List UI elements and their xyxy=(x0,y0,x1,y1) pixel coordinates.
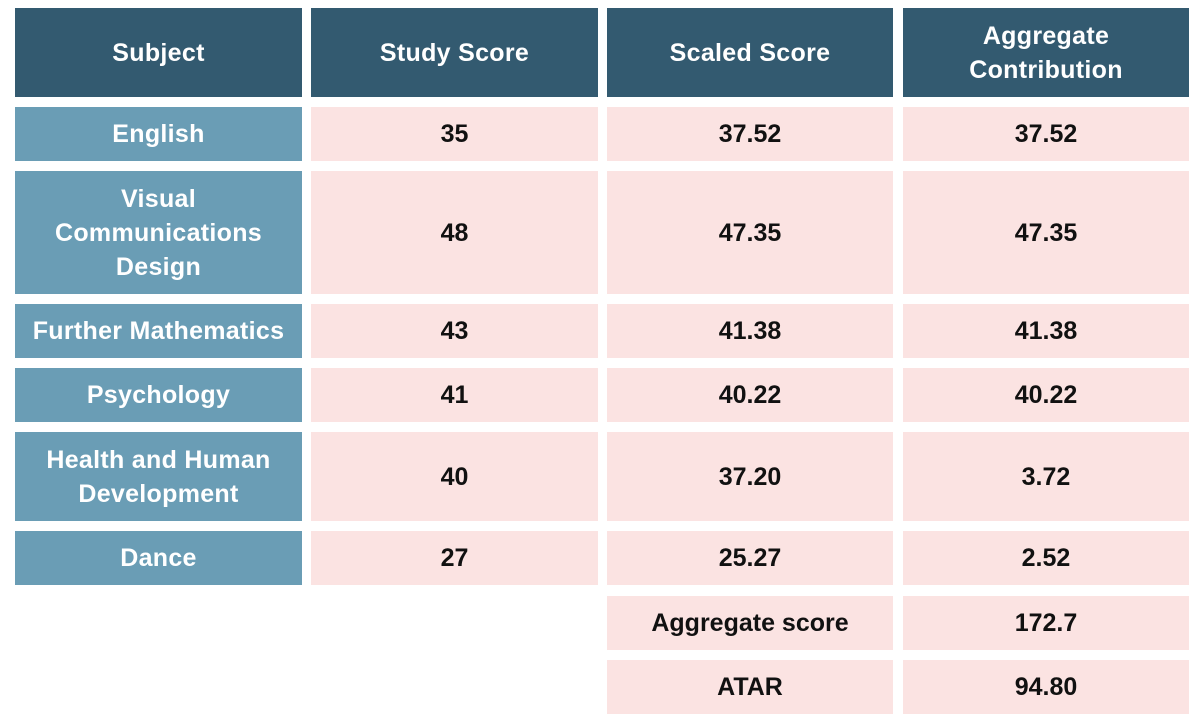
header-subject: Subject xyxy=(15,8,302,97)
aggregate-score-value: 172.7 xyxy=(903,596,1189,650)
subject-cell: Health and Human Development xyxy=(15,432,302,521)
aggregate-contribution-cell: 47.35 xyxy=(903,171,1189,294)
study-score-cell: 40 xyxy=(311,432,598,521)
aggregate-contribution-cell: 2.52 xyxy=(903,531,1189,585)
subject-cell: Dance xyxy=(15,531,302,585)
aggregate-contribution-cell: 3.72 xyxy=(903,432,1189,521)
header-aggregate-contribution: Aggregate Contribution xyxy=(903,8,1189,97)
subject-cell: Visual Communications Design xyxy=(15,171,302,294)
study-score-cell: 43 xyxy=(311,304,598,358)
scaled-score-cell: 37.52 xyxy=(607,107,893,161)
subject-cell: Further Mathematics xyxy=(15,304,302,358)
subject-cell: English xyxy=(15,107,302,161)
study-score-cell: 27 xyxy=(311,531,598,585)
atar-value: 94.80 xyxy=(903,660,1189,714)
scaled-score-cell: 40.22 xyxy=(607,368,893,422)
scaled-score-cell: 25.27 xyxy=(607,531,893,585)
study-score-cell: 35 xyxy=(311,107,598,161)
study-score-cell: 41 xyxy=(311,368,598,422)
aggregate-contribution-cell: 37.52 xyxy=(903,107,1189,161)
aggregate-contribution-cell: 40.22 xyxy=(903,368,1189,422)
subject-cell: Psychology xyxy=(15,368,302,422)
aggregate-contribution-cell: 41.38 xyxy=(903,304,1189,358)
scaled-score-cell: 47.35 xyxy=(607,171,893,294)
header-scaled-score: Scaled Score xyxy=(607,8,893,97)
header-study-score: Study Score xyxy=(311,8,598,97)
atar-label: ATAR xyxy=(607,660,893,714)
scaled-score-cell: 37.20 xyxy=(607,432,893,521)
scaled-score-cell: 41.38 xyxy=(607,304,893,358)
aggregate-score-label: Aggregate score xyxy=(607,596,893,650)
study-score-cell: 48 xyxy=(311,171,598,294)
